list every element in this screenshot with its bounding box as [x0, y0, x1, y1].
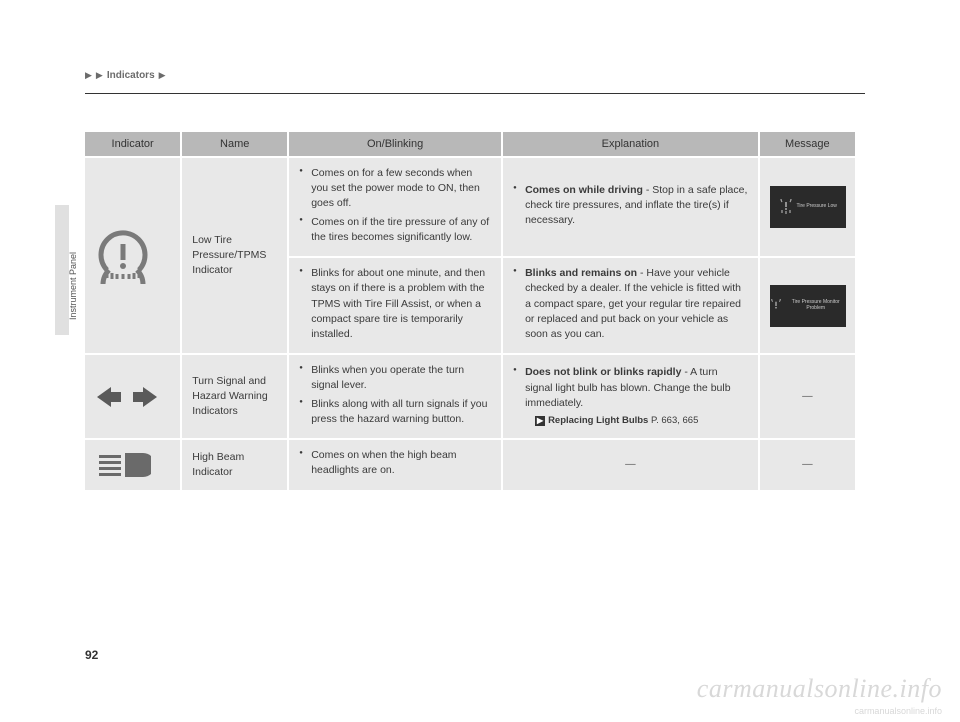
highbeam-name: High Beam Indicator: [181, 439, 288, 489]
reference: ▶Replacing Light Bulbs P. 663, 665: [513, 414, 748, 428]
table-row: Low Tire Pressure/TPMS Indicator Comes o…: [85, 157, 855, 257]
high-beam-indicator-icon: [95, 450, 151, 480]
reference-icon: ▶: [535, 416, 545, 426]
breadcrumb: ▶ ▶ Indicators ▶: [85, 70, 870, 89]
bullet: Blinks and remains on - Have your vehicl…: [513, 266, 748, 342]
side-tab: [55, 205, 69, 335]
message-text: Tire Pressure Low: [797, 204, 837, 210]
table-header-row: Indicator Name On/Blinking Explanation M…: [85, 132, 855, 157]
bullet: Blinks along with all turn signals if yo…: [299, 397, 491, 427]
bullet: Comes on if the tire pressure of any of …: [299, 215, 491, 245]
th-indicator: Indicator: [85, 132, 181, 157]
ref-label: Replacing Light Bulbs: [548, 415, 648, 426]
message-display: Tire Pressure Low: [770, 186, 846, 228]
bullet: Comes on when the high beam headlights a…: [299, 448, 491, 478]
th-name: Name: [181, 132, 288, 157]
bullet: Blinks for about one minute, and then st…: [299, 266, 491, 342]
bullet: Comes on for a few seconds when you set …: [299, 166, 491, 212]
side-tab-label: Instrument Panel: [68, 252, 78, 320]
highbeam-expl: —: [502, 439, 759, 489]
turn-msg: —: [759, 354, 855, 439]
tpms-onblink-2: Blinks for about one minute, and then st…: [288, 257, 502, 354]
dash: —: [802, 458, 813, 470]
header-rule: [85, 93, 865, 94]
message-display: Tire Pressure Monitor Problem: [770, 285, 846, 327]
lead: Does not blink or blinks rapidly: [525, 366, 681, 378]
turn-name: Turn Signal and Hazard Warning Indicator…: [181, 354, 288, 439]
tpms-expl-1: Comes on while driving - Stop in a safe …: [502, 157, 759, 257]
turn-icon-cell: [85, 354, 181, 439]
tpms-msg-2: Tire Pressure Monitor Problem: [759, 257, 855, 354]
th-explanation: Explanation: [502, 132, 759, 157]
breadcrumb-arrow-icon: ▶: [159, 70, 166, 81]
watermark-small: carmanualsonline.info: [854, 706, 942, 716]
dash: —: [625, 458, 636, 470]
highbeam-msg: —: [759, 439, 855, 489]
message-text: Tire Pressure Monitor Problem: [786, 300, 846, 311]
th-onblink: On/Blinking: [288, 132, 502, 157]
th-message: Message: [759, 132, 855, 157]
breadcrumb-label: Indicators: [107, 70, 155, 81]
table-row: Turn Signal and Hazard Warning Indicator…: [85, 354, 855, 439]
tpms-mini-icon: [770, 299, 782, 313]
dash: —: [802, 390, 813, 402]
breadcrumb-arrow-icon: ▶: [85, 70, 92, 81]
turn-onblink: Blinks when you operate the turn signal …: [288, 354, 502, 439]
bullet: Comes on while driving - Stop in a safe …: [513, 183, 748, 229]
turn-signal-indicator-icon: [95, 383, 159, 411]
turn-expl: Does not blink or blinks rapidly - A tur…: [502, 354, 759, 439]
bullet: Blinks when you operate the turn signal …: [299, 363, 491, 393]
tpms-icon-cell: [85, 157, 181, 354]
table-row: High Beam Indicator Comes on when the hi…: [85, 439, 855, 489]
tpms-onblink-1: Comes on for a few seconds when you set …: [288, 157, 502, 257]
tpms-indicator-icon: [95, 228, 151, 284]
lead: Comes on while driving: [525, 184, 643, 196]
lead: Blinks and remains on: [525, 267, 637, 279]
breadcrumb-arrow-icon: ▶: [96, 70, 103, 81]
tpms-expl-2: Blinks and remains on - Have your vehicl…: [502, 257, 759, 354]
page-number: 92: [85, 648, 98, 662]
bullet: Does not blink or blinks rapidly - A tur…: [513, 365, 748, 411]
watermark: carmanualsonline.info: [697, 674, 942, 704]
page-content: ▶ ▶ Indicators ▶ Indicator Name On/Blink…: [85, 70, 870, 490]
tpms-mini-icon: [779, 199, 793, 215]
indicators-table: Indicator Name On/Blinking Explanation M…: [85, 132, 855, 490]
highbeam-icon-cell: [85, 439, 181, 489]
highbeam-onblink: Comes on when the high beam headlights a…: [288, 439, 502, 489]
tpms-name: Low Tire Pressure/TPMS Indicator: [181, 157, 288, 354]
tpms-msg-1: Tire Pressure Low: [759, 157, 855, 257]
ref-pages: P. 663, 665: [648, 415, 698, 426]
